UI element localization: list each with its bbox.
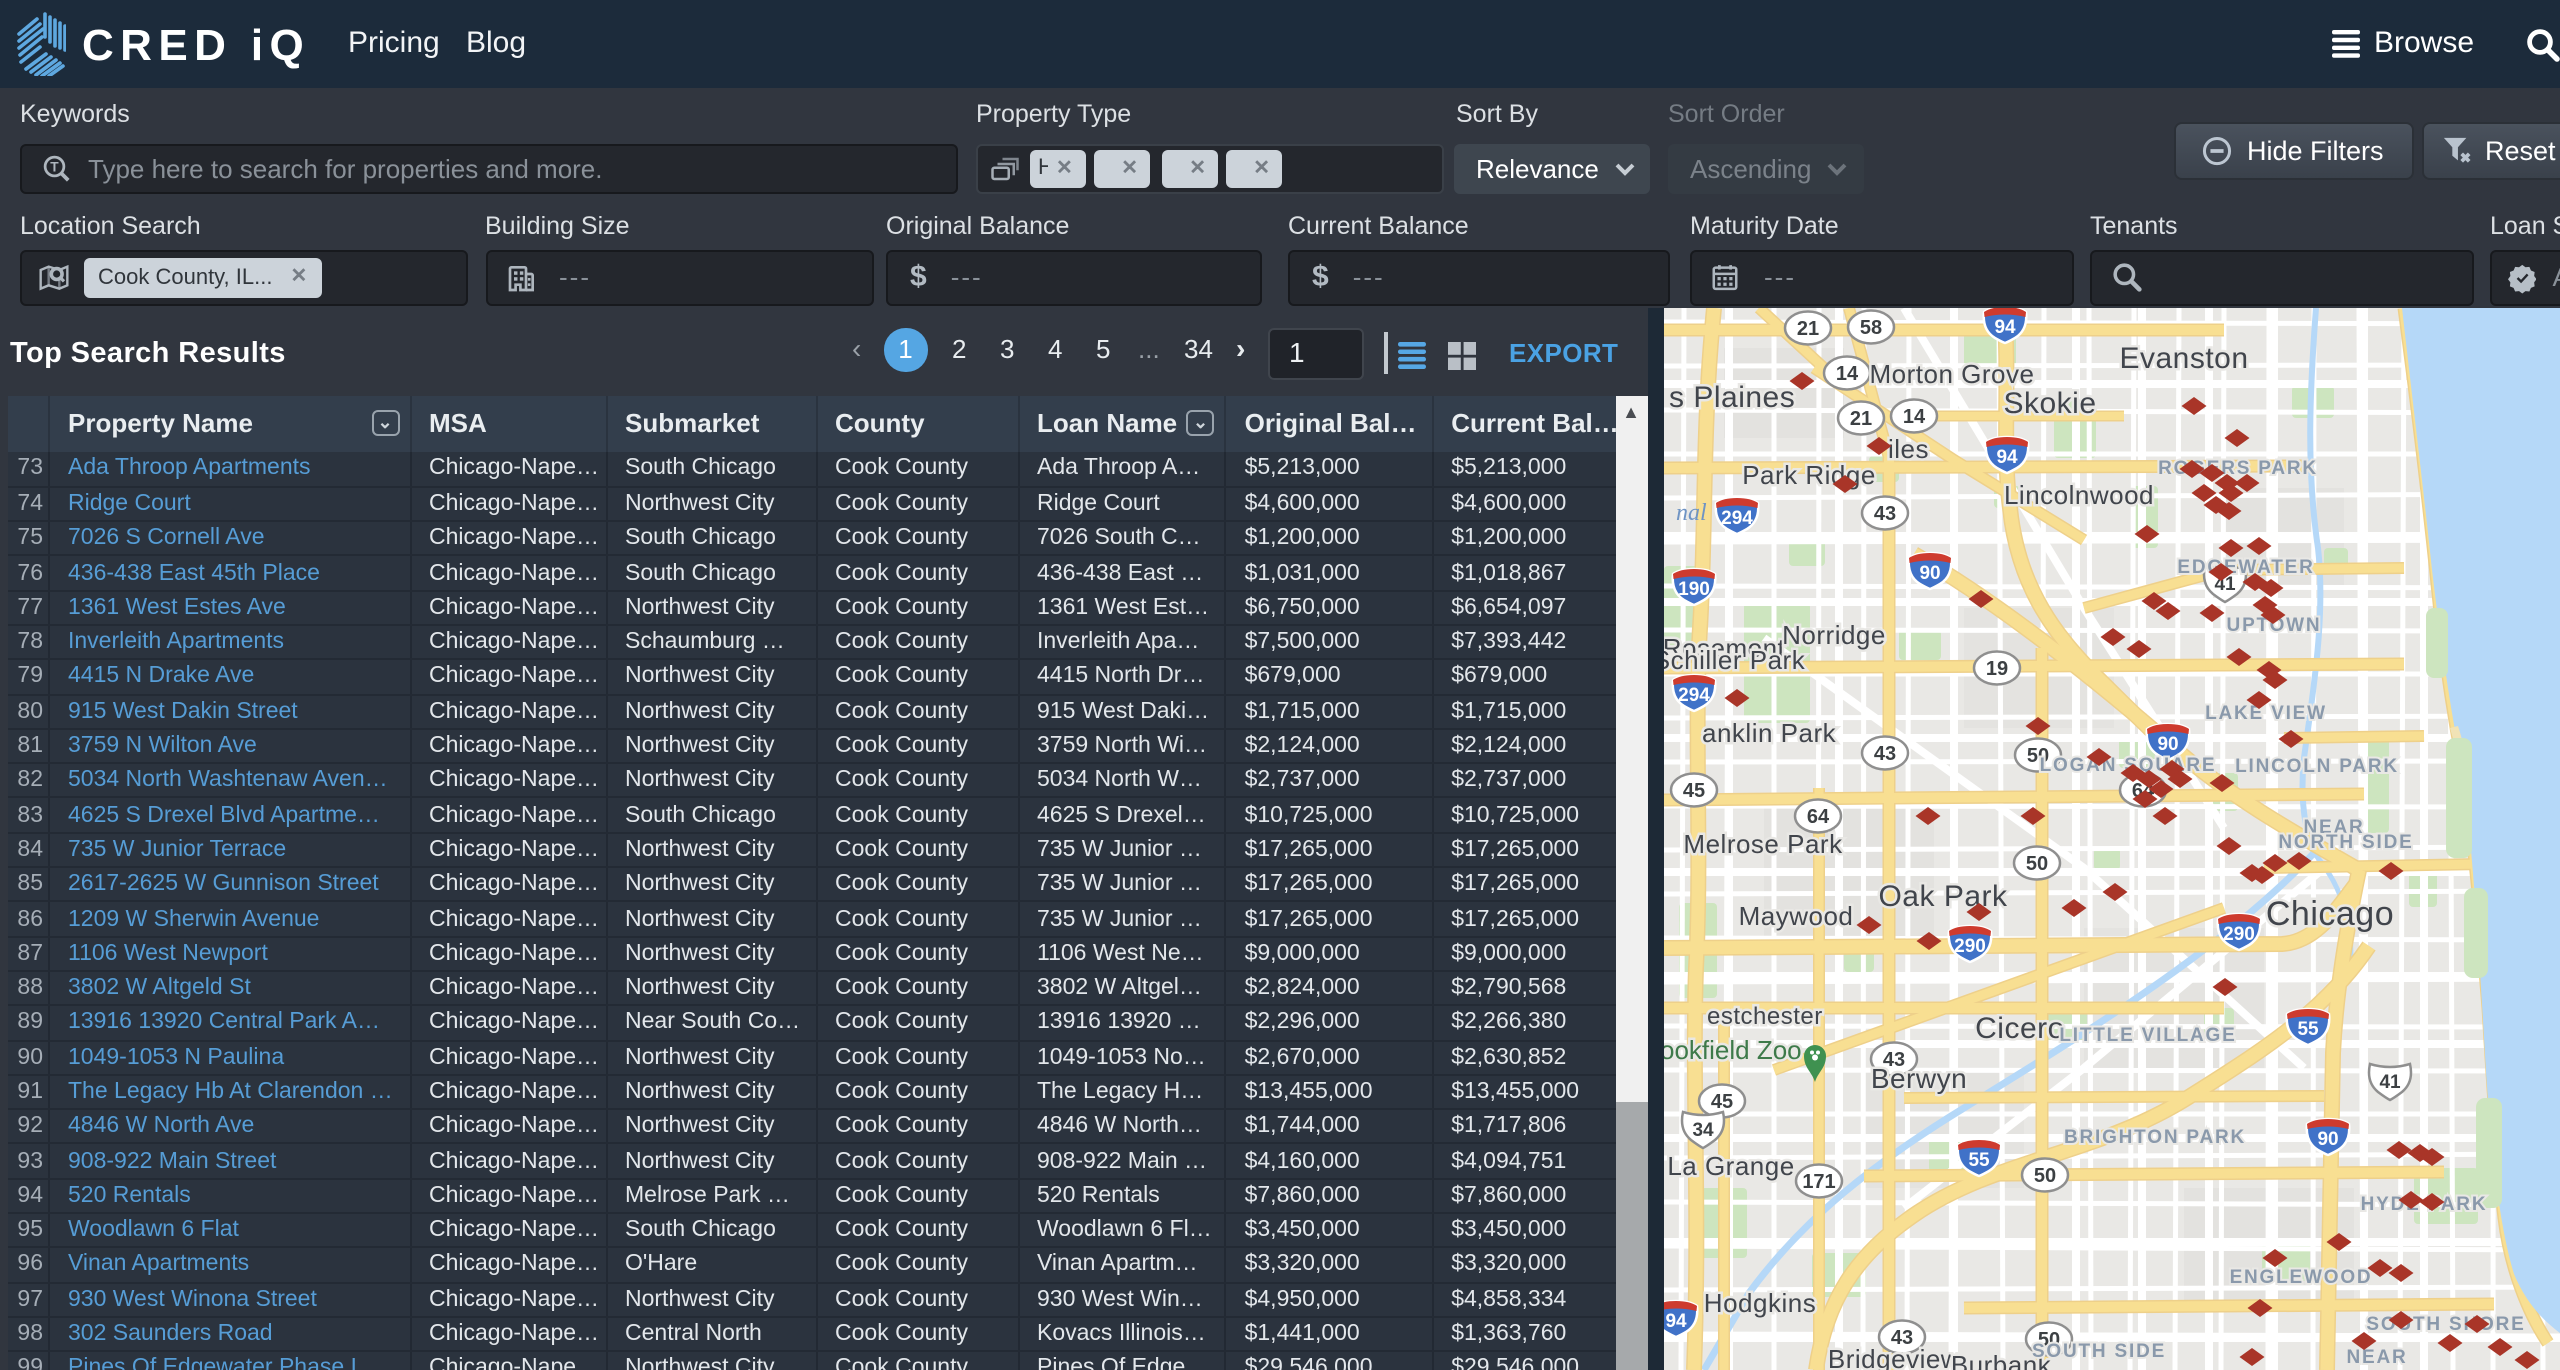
svg-text:Rosemont: Rosemont <box>1663 633 1785 663</box>
svg-text:Maywood: Maywood <box>1738 901 1853 931</box>
svg-text:T: T <box>50 159 59 174</box>
svg-text:LINCOLN PARK: LINCOLN PARK <box>2234 756 2398 777</box>
svg-text:estchester: estchester <box>1706 1003 1822 1030</box>
svg-text:NEAR: NEAR <box>2345 1347 2406 1368</box>
svg-text:La Grange: La Grange <box>1666 1151 1793 1181</box>
svg-text:iles: iles <box>1887 434 1928 464</box>
svg-text:Berwyn: Berwyn <box>1870 1063 1966 1094</box>
svg-text:55: 55 <box>2296 1019 2318 1040</box>
svg-text:290: 290 <box>2222 924 2254 945</box>
svg-text:90: 90 <box>2316 1129 2337 1150</box>
svg-text:Cicero: Cicero <box>1974 1012 2064 1045</box>
svg-text:Bridgeview: Bridgeview <box>1827 1344 1959 1370</box>
svg-text:43: 43 <box>1882 1049 1904 1071</box>
svg-text:43: 43 <box>1873 503 1895 525</box>
svg-text:94: 94 <box>1664 1311 1686 1332</box>
svg-text:Morton Grove: Morton Grove <box>1869 359 2034 389</box>
svg-text:s Plaines: s Plaines <box>1668 381 1794 414</box>
svg-text:Schiller Park: Schiller Park <box>1663 645 1805 675</box>
svg-text:anklin Park: anklin Park <box>1701 718 1836 748</box>
svg-text:21: 21 <box>1796 318 1818 340</box>
svg-text:294: 294 <box>1677 685 1709 706</box>
svg-text:94: 94 <box>1993 317 2015 338</box>
svg-text:294: 294 <box>1720 508 1752 529</box>
svg-text:NEAR: NEAR <box>2302 817 2363 838</box>
svg-text:Hodgkins: Hodgkins <box>1703 1288 1815 1318</box>
svg-text:LITTLE VILLAGE: LITTLE VILLAGE <box>2058 1025 2235 1046</box>
svg-text:Park Ridge: Park Ridge <box>1741 460 1875 490</box>
svg-text:58: 58 <box>1859 317 1881 339</box>
svg-text:SOUTH SIDE: SOUTH SIDE <box>2031 1341 2165 1362</box>
svg-text:ENGLEWOOD: ENGLEWOOD <box>2229 1267 2372 1288</box>
svg-text:BRIGHTON PARK: BRIGHTON PARK <box>2063 1127 2245 1148</box>
svg-text:90: 90 <box>2156 734 2177 755</box>
svg-text:Chicago: Chicago <box>2265 895 2393 933</box>
svg-text:50: 50 <box>2033 1165 2055 1187</box>
svg-text:UPTOWN: UPTOWN <box>2226 615 2321 636</box>
svg-text:21: 21 <box>1849 408 1871 430</box>
svg-text:Lincolnwood: Lincolnwood <box>2003 480 2153 510</box>
svg-text:94: 94 <box>1995 447 2017 468</box>
svg-text:14: 14 <box>1835 363 1858 385</box>
svg-text:50: 50 <box>2037 1329 2059 1351</box>
svg-text:41: 41 <box>2378 1072 2400 1093</box>
svg-text:190: 190 <box>1677 579 1709 600</box>
svg-text:NORTH SIDE: NORTH SIDE <box>2277 832 2412 853</box>
svg-text:14: 14 <box>1902 406 1925 428</box>
svg-text:45: 45 <box>1682 780 1704 802</box>
svg-text:171: 171 <box>1801 1171 1834 1193</box>
svg-text:19: 19 <box>1985 658 2007 680</box>
svg-text:43: 43 <box>1890 1327 1912 1349</box>
svg-text:64: 64 <box>1806 806 1829 828</box>
svg-text:290: 290 <box>1953 936 1985 957</box>
svg-text:ookfield Zoo: ookfield Zoo <box>1663 1035 1801 1065</box>
svg-text:50: 50 <box>2026 745 2048 767</box>
svg-text:50: 50 <box>2025 853 2047 875</box>
svg-text:90: 90 <box>1918 563 1939 584</box>
svg-text:55: 55 <box>1967 1150 1989 1171</box>
svg-text:LAKE VIEW: LAKE VIEW <box>2204 703 2326 724</box>
svg-text:SOUTH SHORE: SOUTH SHORE <box>2365 1314 2524 1335</box>
svg-text:43: 43 <box>1873 743 1895 765</box>
svg-text:Burbank: Burbank <box>1950 1350 2051 1370</box>
svg-text:Oak Park: Oak Park <box>1877 880 2007 913</box>
svg-text:45: 45 <box>1710 1091 1732 1113</box>
svg-text:34: 34 <box>1691 1120 1713 1141</box>
svg-text:EDGEWATER: EDGEWATER <box>2176 557 2313 578</box>
svg-text:Norridge: Norridge <box>1781 620 1885 650</box>
svg-text:Evanston: Evanston <box>2118 342 2247 375</box>
svg-text:Melrose Park: Melrose Park <box>1682 829 1842 859</box>
svg-text:ROGERS PARK: ROGERS PARK <box>2157 458 2317 479</box>
svg-text:Skokie: Skokie <box>2002 387 2095 420</box>
svg-text:nal: nal <box>1675 500 1706 526</box>
